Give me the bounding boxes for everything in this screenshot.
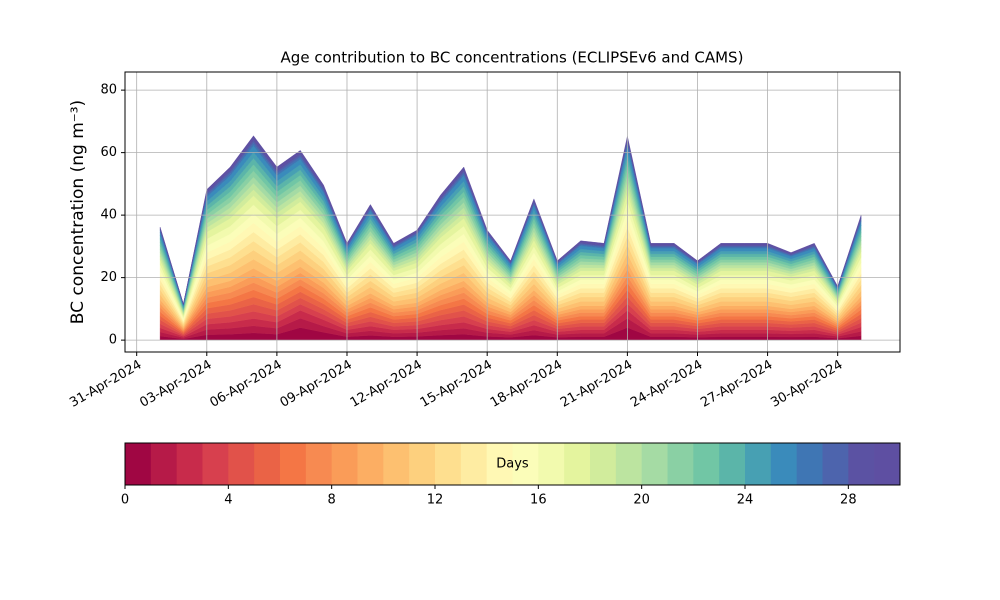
colorbar-bin (357, 443, 384, 485)
colorbar-tick-label: 4 (224, 493, 232, 508)
colorbar-bin (202, 443, 229, 485)
x-tick-label: 31-Apr-2024 (67, 358, 144, 411)
y-tick-label: 80 (100, 83, 117, 98)
colorbar-tick-label: 0 (121, 493, 129, 508)
x-tick-label: 27-Apr-2024 (698, 358, 775, 411)
x-tick-label: 15-Apr-2024 (418, 358, 495, 411)
colorbar-bin (228, 443, 255, 485)
colorbar-bin (538, 443, 565, 485)
colorbar-bin (280, 443, 307, 485)
x-tick-label: 12-Apr-2024 (348, 358, 425, 411)
plot-frame (124, 71, 901, 353)
colorbar-bin (383, 443, 410, 485)
colorbar-bin (693, 443, 720, 485)
y-tick-label: 0 (109, 333, 117, 348)
colorbar-bin (641, 443, 668, 485)
colorbar-bin (615, 443, 643, 485)
x-tick-label: 24-Apr-2024 (628, 358, 705, 411)
y-tick-label: 40 (100, 208, 117, 223)
colorbar-bin (874, 443, 901, 485)
colorbar-bin (125, 443, 152, 485)
colorbar-bin (331, 443, 358, 485)
y-tick-label: 20 (100, 270, 117, 285)
colorbar-bin (822, 443, 849, 485)
colorbar-bin (564, 443, 591, 485)
colorbar-bin (667, 443, 694, 485)
colorbar-bin (719, 443, 746, 485)
colorbar-tick-label: 28 (840, 493, 857, 508)
colorbar-bin (150, 443, 178, 485)
colorbar-bin (770, 443, 798, 485)
x-tick-label: 21-Apr-2024 (558, 358, 635, 411)
x-tick-label: 18-Apr-2024 (488, 358, 565, 411)
colorbar-bin (590, 443, 617, 485)
colorbar-tick-label: 20 (633, 493, 650, 508)
colorbar-bin (254, 443, 281, 485)
y-axis-label: BC concentration (ng m⁻³) (68, 100, 88, 324)
colorbar-label: Days (496, 457, 529, 472)
colorbar-bin (745, 443, 772, 485)
colorbar-bin (848, 443, 875, 485)
colorbar-tick-label: 24 (737, 493, 754, 508)
y-tick-label: 60 (100, 145, 117, 160)
colorbar-bin (409, 443, 436, 485)
colorbar-bin (486, 443, 513, 485)
colorbar-frame (124, 442, 901, 486)
colorbar-bin (512, 443, 539, 485)
colorbar-bin (176, 443, 203, 485)
x-tick-label: 09-Apr-2024 (278, 358, 355, 411)
colorbar-bin (460, 443, 488, 485)
x-tick-label: 30-Apr-2024 (768, 358, 845, 411)
colorbar-bin (305, 443, 333, 485)
colorbar-tick-label: 12 (427, 493, 444, 508)
x-tick-label: 03-Apr-2024 (137, 358, 214, 411)
age-area (159, 135, 862, 305)
colorbar-bin (435, 443, 462, 485)
colorbar-tick-label: 16 (530, 493, 547, 508)
x-tick-label: 06-Apr-2024 (208, 358, 285, 411)
colorbar-bin (796, 443, 823, 485)
colorbar-tick-label: 8 (328, 493, 336, 508)
chart-title: Age contribution to BC concentrations (E… (281, 49, 744, 67)
